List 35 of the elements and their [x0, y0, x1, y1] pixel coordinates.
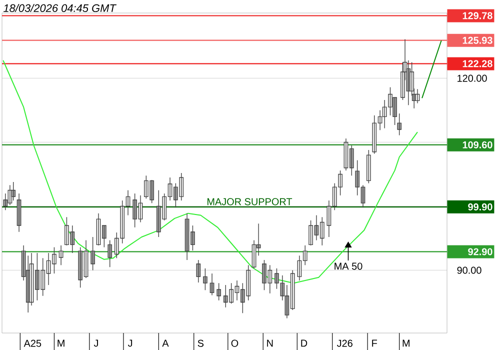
x-tick-label: J: [128, 340, 132, 347]
candlestick: [58, 244, 64, 266]
x-tick-label: M: [58, 340, 64, 347]
x-tick-label: N: [267, 340, 273, 347]
line-series: [2, 60, 418, 284]
x-tick-label: D: [301, 340, 308, 347]
candlestick: [216, 282, 221, 301]
ref-line-label: 129.78: [462, 12, 492, 20]
ref-line-label: 122.28: [462, 60, 492, 68]
ref-line-label: 125.93: [462, 36, 492, 44]
x-tick-label: A25: [24, 340, 42, 347]
x-tick-label: A: [162, 340, 169, 347]
annotation: MA 50: [334, 262, 362, 270]
x-tick-label: J: [94, 340, 98, 347]
ref-line-label: 109.60: [462, 141, 492, 148]
x-tick-label: O: [231, 340, 238, 347]
x-tick-label: F: [372, 340, 378, 347]
y-tick-label: 90.00: [457, 266, 482, 274]
chart-title: 18/03/2026 04:45 GMT: [3, 4, 117, 12]
candlestick: [210, 273, 214, 296]
ref-line-label: 99.90: [468, 203, 492, 210]
y-tick-label: 120.00: [458, 74, 487, 82]
x-tick-label: M: [402, 340, 410, 347]
candlestick: [108, 240, 112, 268]
candlestick: [397, 113, 402, 136]
candlestick: [196, 260, 201, 283]
ref-line-label: 92.90: [468, 248, 492, 256]
annotation: MAJOR SUPPORT: [207, 198, 292, 206]
candlestick: [11, 182, 16, 201]
candlestick: [366, 150, 371, 184]
x-tick-label: S: [198, 340, 204, 347]
candlestick: [16, 193, 22, 232]
candlestick: [203, 268, 208, 290]
candlestick: [90, 236, 95, 271]
x-tick-label: J26: [336, 340, 352, 347]
